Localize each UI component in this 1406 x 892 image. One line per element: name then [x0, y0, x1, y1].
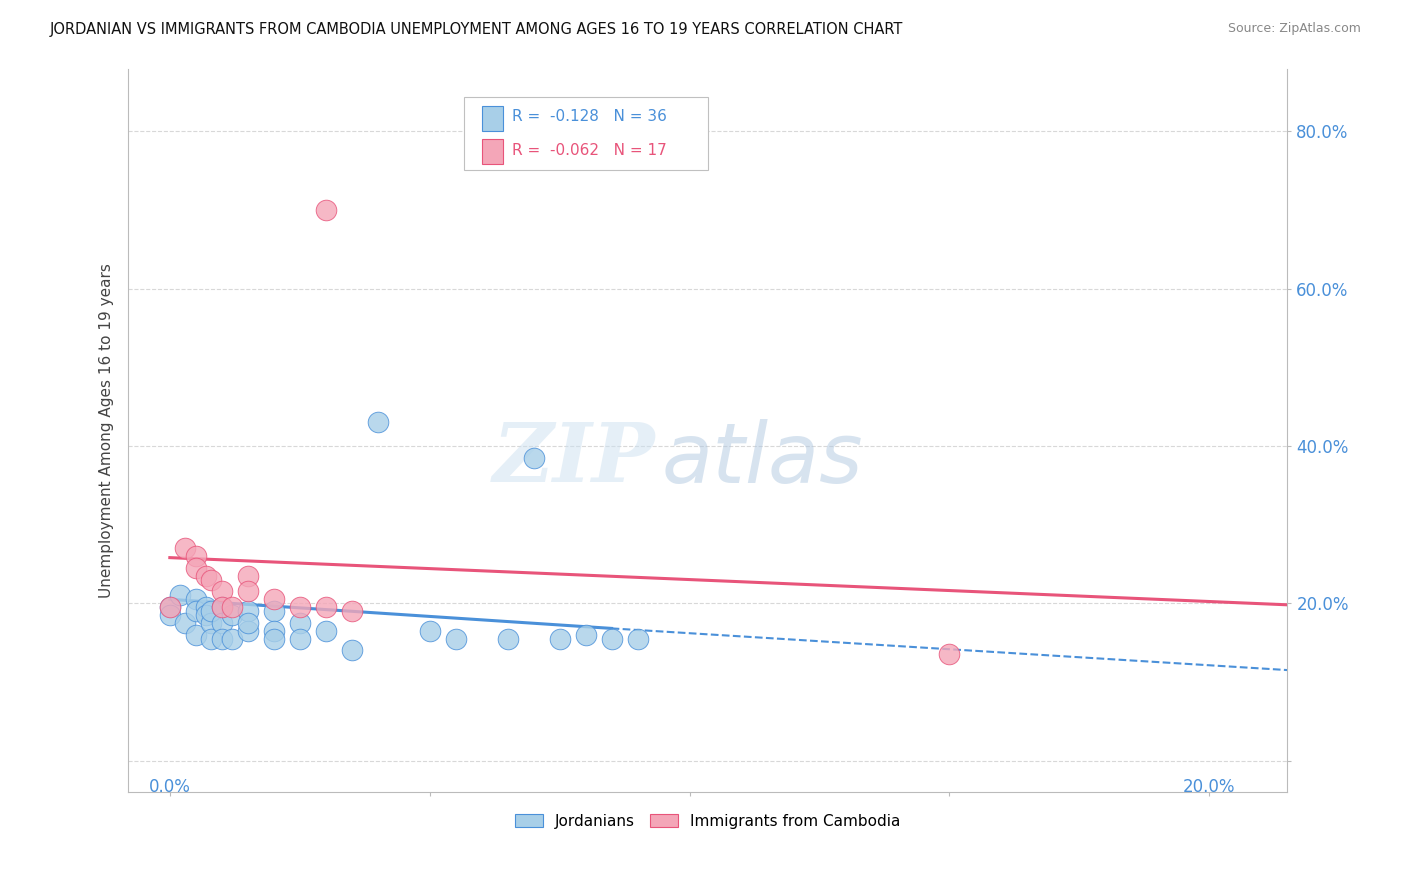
- Text: ZIP: ZIP: [494, 419, 655, 500]
- FancyBboxPatch shape: [464, 97, 707, 169]
- Point: [288, 600, 311, 615]
- Point: [263, 604, 285, 618]
- Point: [548, 632, 571, 646]
- Point: [626, 632, 648, 646]
- Point: [184, 549, 207, 563]
- Text: 0.0%: 0.0%: [149, 778, 191, 796]
- Point: [236, 568, 259, 582]
- Point: [263, 592, 285, 607]
- Point: [200, 632, 222, 646]
- Point: [200, 573, 222, 587]
- Point: [236, 584, 259, 599]
- Point: [221, 607, 243, 622]
- Legend: Jordanians, Immigrants from Cambodia: Jordanians, Immigrants from Cambodia: [509, 807, 907, 835]
- Point: [575, 628, 598, 642]
- Point: [444, 632, 467, 646]
- Point: [200, 615, 222, 630]
- Point: [419, 624, 441, 638]
- Point: [200, 604, 222, 618]
- Point: [221, 600, 243, 615]
- Point: [263, 624, 285, 638]
- Point: [195, 568, 218, 582]
- Point: [211, 632, 233, 646]
- Point: [315, 624, 337, 638]
- Point: [315, 202, 337, 217]
- Point: [211, 600, 233, 615]
- Point: [523, 450, 546, 465]
- Point: [174, 615, 197, 630]
- Point: [367, 416, 389, 430]
- Point: [496, 632, 519, 646]
- Point: [315, 600, 337, 615]
- Point: [288, 615, 311, 630]
- Point: [159, 607, 181, 622]
- Text: R =  -0.128   N = 36: R = -0.128 N = 36: [512, 110, 666, 125]
- Point: [236, 615, 259, 630]
- Point: [159, 600, 181, 615]
- Text: atlas: atlas: [661, 418, 863, 500]
- Point: [340, 604, 363, 618]
- Point: [184, 561, 207, 575]
- Point: [263, 632, 285, 646]
- Text: Source: ZipAtlas.com: Source: ZipAtlas.com: [1227, 22, 1361, 36]
- Point: [195, 600, 218, 615]
- Text: R =  -0.062   N = 17: R = -0.062 N = 17: [512, 143, 666, 158]
- FancyBboxPatch shape: [482, 139, 502, 164]
- Point: [184, 592, 207, 607]
- Point: [195, 607, 218, 622]
- Point: [938, 648, 960, 662]
- Point: [169, 588, 191, 602]
- Point: [236, 624, 259, 638]
- Point: [184, 628, 207, 642]
- Point: [288, 632, 311, 646]
- Point: [184, 604, 207, 618]
- Point: [221, 632, 243, 646]
- Point: [211, 584, 233, 599]
- Point: [174, 541, 197, 556]
- Text: JORDANIAN VS IMMIGRANTS FROM CAMBODIA UNEMPLOYMENT AMONG AGES 16 TO 19 YEARS COR: JORDANIAN VS IMMIGRANTS FROM CAMBODIA UN…: [49, 22, 903, 37]
- Text: 20.0%: 20.0%: [1182, 778, 1236, 796]
- Point: [211, 600, 233, 615]
- Y-axis label: Unemployment Among Ages 16 to 19 years: Unemployment Among Ages 16 to 19 years: [100, 263, 114, 598]
- Point: [340, 643, 363, 657]
- Point: [211, 615, 233, 630]
- FancyBboxPatch shape: [482, 106, 502, 131]
- Point: [236, 604, 259, 618]
- Point: [600, 632, 623, 646]
- Point: [159, 600, 181, 615]
